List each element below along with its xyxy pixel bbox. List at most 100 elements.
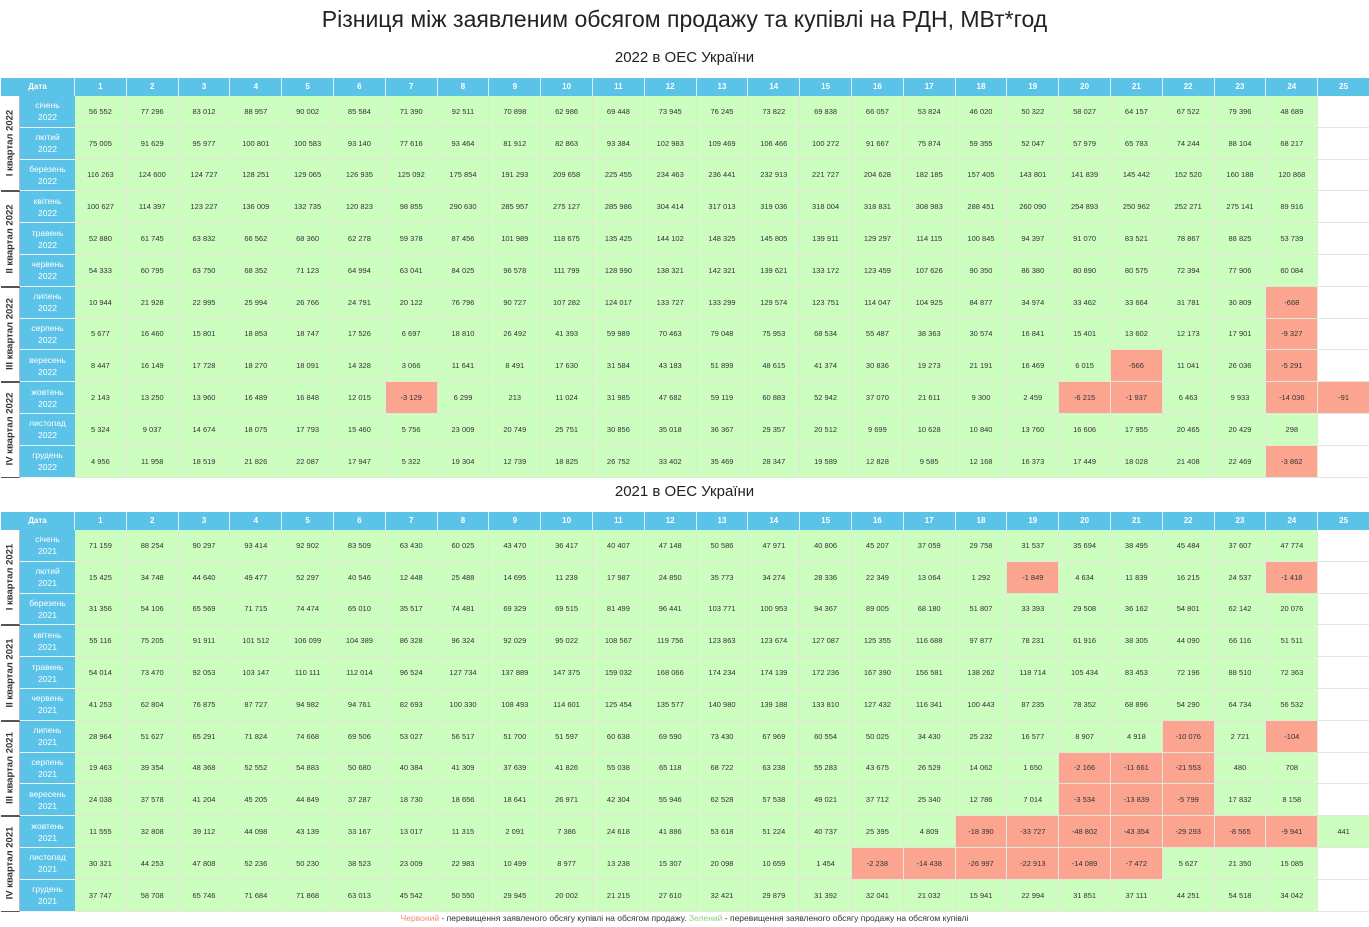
table-cell: 159 032 [593,657,645,689]
table-cell: 10 659 [748,848,801,880]
table-cell: 12 828 [852,445,904,478]
table-cell: 16 460 [126,318,179,351]
table-cell: 20 512 [800,414,852,446]
table-cell: 123 863 [696,625,749,658]
table-cell: 17 947 [334,445,386,478]
table-cell: 275 127 [541,191,593,224]
table-cell: 318 831 [852,191,904,224]
table-cell: 29 508 [1059,593,1111,626]
table-cell: 225 455 [593,159,645,192]
table-cell: 58 708 [126,879,179,912]
table-cell: 2 721 [1214,720,1267,753]
table-cell: 51 627 [126,720,179,753]
table-cell: 52 297 [282,561,334,594]
table-cell: 133 172 [800,255,852,287]
table-cell: 37 111 [1111,879,1163,912]
table-cell: 11 239 [541,561,593,594]
table-cell: 19 273 [903,350,956,383]
table-cell: 10 628 [903,414,956,446]
table-cell: 89 005 [852,593,904,626]
table-cell: 4 809 [903,816,956,848]
table-cell: 160 188 [1214,159,1267,192]
month-year: 2021 [38,705,57,716]
table-cell: 86 380 [1007,255,1060,287]
table-cell: 71 123 [282,255,334,287]
month-name: січень [35,534,60,545]
quarter-label: I квартал 2022 [1,96,20,192]
table-cell: 4 918 [1111,720,1163,753]
table-cell: 288 451 [955,191,1008,224]
table-cell: 29 357 [748,414,801,446]
table-cell: 81 499 [593,593,645,626]
table-cell: 38 495 [1111,530,1163,562]
table-cell: 15 425 [75,561,127,594]
month-name: жовтень [31,820,64,831]
table-cell: 34 274 [748,561,801,594]
quarter-label-text: I квартал 2021 [4,543,16,611]
hour-header: 13 [696,512,749,530]
table-cell: 48 615 [748,350,801,383]
month-name: листопад [29,418,66,429]
table-cell: 95 022 [541,625,593,658]
table-cell: 63 430 [385,530,438,562]
month-year: 2022 [38,239,57,250]
table-cell: 174 139 [748,657,801,689]
table-cell: 132 735 [282,191,334,224]
table-cell: 129 297 [852,223,904,255]
table-cell: 105 434 [1059,657,1111,689]
table-cell: -10 076 [1162,720,1215,753]
table-cell: 71 390 [385,96,438,128]
table-cell: 75 005 [75,127,127,160]
table-cell: 11 041 [1162,350,1215,383]
table-cell: 41 886 [644,816,697,848]
table-cell: 37 059 [903,530,956,562]
table-cell: -21 553 [1162,752,1215,785]
table-cell: 82 863 [541,127,593,160]
table-cell: 41 826 [541,752,593,785]
table-cell: 15 941 [955,879,1008,912]
table-cell: 31 584 [593,350,645,383]
table-cell: 17 449 [1059,445,1111,478]
month-name: лютий [35,566,60,577]
table-cell: 49 477 [230,561,283,594]
table-cell [1318,96,1369,128]
quarter-label-text: IV квартал 2022 [4,392,16,466]
table-cell: 19 589 [800,445,852,478]
table-cell: 118 675 [541,223,593,255]
table-cell: 60 554 [800,720,852,753]
month-label: серпень 2021 [20,752,75,785]
month-label: березень 2021 [20,593,75,626]
hour-header: 20 [1059,512,1111,530]
table-cell: 9 933 [1214,382,1267,414]
month-label: липень 2021 [20,720,75,753]
table-cell: 33 462 [1059,286,1111,319]
table-cell: 254 893 [1059,191,1111,224]
table-cell: 43 470 [489,530,542,562]
table-cell: 182 185 [903,159,956,192]
table-cell: 123 227 [178,191,231,224]
table-cell: 100 801 [230,127,283,160]
table-cell: 73 430 [696,720,749,753]
table-cell: 69 838 [800,96,852,128]
table-cell: 109 469 [696,127,749,160]
table-cell: -3 862 [1266,445,1319,478]
table-cell: 22 983 [437,848,490,880]
table-cell: 71 824 [230,720,283,753]
table-cell: 24 791 [334,286,386,319]
table-cell: 28 964 [75,720,127,753]
color-legend: Червоний - перевищення заявленого обсягу… [0,913,1369,923]
table-cell: 11 839 [1111,561,1163,594]
quarter-label-text: IV квартал 2021 [4,826,16,900]
table-cell: 11 315 [437,816,490,848]
table-cell: 103 147 [230,657,283,689]
table-cell: 26 529 [903,752,956,785]
table-cell: 71 684 [230,879,283,912]
table-cell: 17 793 [282,414,334,446]
month-name: листопад [29,852,66,863]
table-cell: -48 802 [1059,816,1111,848]
table-cell: 25 340 [903,784,956,817]
hour-header: 15 [800,78,852,96]
table-cell: 53 739 [1266,223,1319,255]
table-cell: 63 832 [178,223,231,255]
table-cell [1318,350,1369,383]
